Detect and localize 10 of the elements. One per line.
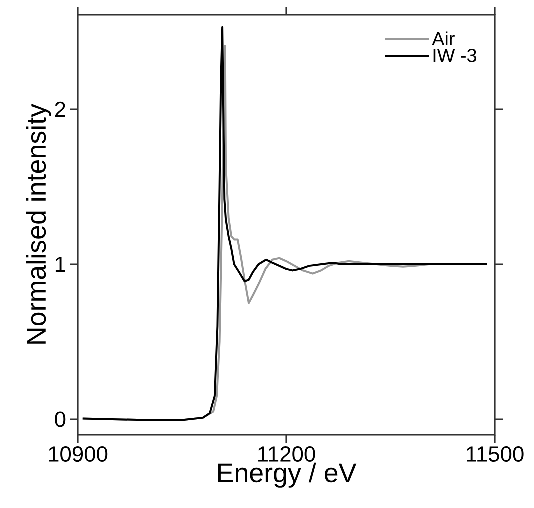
x-tick-label: 11200 xyxy=(258,446,316,462)
x-tick-label: 10900 xyxy=(49,446,108,462)
legend-label: Air xyxy=(432,32,455,46)
y-tick-label: 1 xyxy=(56,256,66,272)
legend-label: IW -3 xyxy=(434,48,476,62)
y-axis-title: Normalised intensity xyxy=(26,104,52,344)
x-tick-label: 11500 xyxy=(467,446,524,462)
x-axis-title: Energy / eV xyxy=(218,462,357,488)
y-tick-label: 2 xyxy=(55,102,66,118)
y-tick-label: 0 xyxy=(55,412,66,428)
